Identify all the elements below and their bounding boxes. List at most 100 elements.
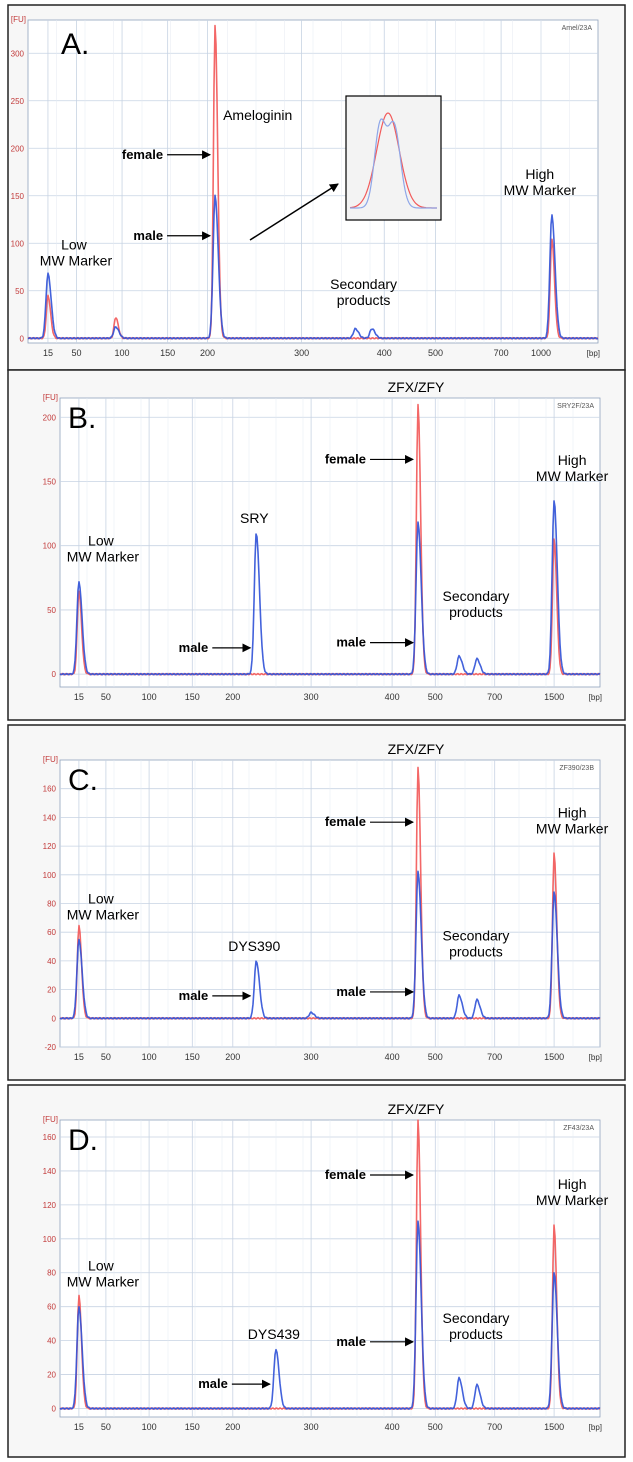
run-id: SRY2F/23A [557, 403, 594, 410]
x-tick-label: 700 [487, 1422, 502, 1432]
y-tick-label: 140 [43, 813, 57, 822]
x-tick-label: 150 [185, 1422, 200, 1432]
low-marker-label: Low [88, 533, 115, 549]
x-tick-label: 1000 [531, 348, 551, 358]
y-tick-label: 120 [43, 1201, 57, 1210]
y-tick-label: 80 [47, 900, 56, 909]
x-tick-label: 700 [494, 348, 509, 358]
x-tick-label: 500 [428, 1422, 443, 1432]
panel-label: A. [61, 28, 89, 61]
y-tick-label: 60 [47, 928, 56, 937]
secondary-products-label: Secondary [443, 927, 510, 943]
x-tick-label: 400 [385, 1422, 400, 1432]
y-tick-label: 50 [47, 606, 56, 615]
low-marker-label: Low [61, 237, 88, 253]
x-tick-label: 50 [71, 348, 81, 358]
peak-name-label: ZFX/ZFY [388, 379, 445, 395]
y-tick-label: 0 [20, 334, 25, 343]
secondary-products-label: Secondary [443, 588, 510, 604]
high-marker-label: High [525, 166, 554, 182]
y-tick-label: 0 [52, 670, 57, 679]
x-tick-label: 15 [74, 1422, 84, 1432]
run-id: ZF390/23B [559, 765, 594, 772]
high-marker-label: High [558, 452, 587, 468]
male-label: male [179, 640, 209, 655]
x-unit-label: [bp] [587, 349, 600, 358]
x-tick-label: 200 [225, 1422, 240, 1432]
y-tick-label: 150 [43, 477, 57, 486]
inset-male-trace [350, 118, 437, 209]
x-tick-label: 300 [304, 692, 319, 702]
target-peak-label: DYS390 [228, 938, 280, 954]
x-tick-label: 300 [304, 1422, 319, 1432]
x-tick-label: 100 [115, 348, 130, 358]
y-tick-label: 160 [43, 1133, 57, 1142]
male-trace [59, 870, 601, 1020]
low-marker-label: MW Marker [67, 549, 140, 565]
y-tick-label: 100 [43, 1235, 57, 1244]
low-marker-label: MW Marker [67, 906, 140, 922]
x-tick-label: 200 [200, 348, 215, 358]
secondary-products-label: Secondary [443, 1310, 510, 1326]
y-tick-label: 150 [11, 192, 25, 201]
y-tick-label: 80 [47, 1269, 56, 1278]
y-tick-label: 50 [15, 287, 24, 296]
panel-a: 0 50 100 150 200 250 300 15 50 100 150 200 300 400 500… [7, 4, 626, 371]
y-tick-label: 20 [47, 1371, 56, 1380]
x-tick-label: 150 [185, 692, 200, 702]
x-tick-label: 15 [74, 692, 84, 702]
y-tick-label: 140 [43, 1167, 57, 1176]
panel-label: C. [68, 764, 98, 797]
high-marker-label: MW Marker [536, 1192, 609, 1208]
low-marker-label: Low [88, 890, 115, 906]
high-marker-label: MW Marker [536, 820, 609, 836]
x-unit-label: [bp] [589, 693, 602, 702]
x-tick-label: 500 [428, 692, 443, 702]
target-peak-label: SRY [240, 510, 269, 526]
x-tick-label: 150 [160, 348, 175, 358]
y-tick-label: 100 [11, 239, 25, 248]
x-tick-label: 200 [225, 1052, 240, 1062]
panel-label: B. [68, 402, 96, 435]
male-label: male [133, 228, 163, 243]
secondary-products-label: products [449, 1326, 503, 1342]
y-tick-label: 40 [47, 1337, 56, 1346]
x-unit-label: [bp] [589, 1053, 602, 1062]
female-label: female [325, 451, 366, 466]
x-tick-label: 1500 [544, 1052, 564, 1062]
secondary-products-label: products [449, 943, 503, 959]
panel-c: -20 0 20 40 60 80 100 120 140 160 15 50 100 150 200 300… [7, 724, 626, 1081]
male-label: male [336, 984, 366, 999]
x-tick-label: 50 [101, 692, 111, 702]
secondary-products-label: products [337, 292, 391, 308]
x-tick-label: 400 [377, 348, 392, 358]
y-tick-label: 200 [43, 413, 57, 422]
x-unit-label: [bp] [589, 1423, 602, 1432]
male-trace [59, 500, 601, 676]
y-tick-label: 100 [43, 871, 57, 880]
male-label: male [336, 1334, 366, 1349]
female-label: female [325, 814, 366, 829]
y-tick-label: 100 [43, 542, 57, 551]
y-tick-label: 120 [43, 842, 57, 851]
x-tick-label: 400 [385, 692, 400, 702]
x-tick-label: 50 [101, 1052, 111, 1062]
y-tick-label: 0 [52, 1014, 57, 1023]
peak-name-label: ZFX/ZFY [388, 741, 445, 757]
y-unit-label: [FU] [43, 393, 58, 402]
secondary-products-label: products [449, 604, 503, 620]
peak-name-label: Ameloginin [223, 107, 292, 123]
high-marker-label: MW Marker [504, 182, 577, 198]
x-tick-label: 300 [304, 1052, 319, 1062]
inset-pointer-arrow [249, 183, 339, 241]
x-tick-label: 200 [225, 692, 240, 702]
y-unit-label: [FU] [43, 755, 58, 764]
male-label: male [336, 635, 366, 650]
y-tick-label: 200 [11, 144, 25, 153]
x-tick-label: 50 [101, 1422, 111, 1432]
x-tick-label: 500 [428, 348, 443, 358]
peak-name-label: ZFX/ZFY [388, 1101, 445, 1117]
y-tick-label: 250 [11, 97, 25, 106]
panel-d: 0 20 40 60 80 100 120 140 160 15 50 100 150 200 300 400… [7, 1084, 626, 1458]
run-id: ZF43/23A [563, 1125, 594, 1132]
